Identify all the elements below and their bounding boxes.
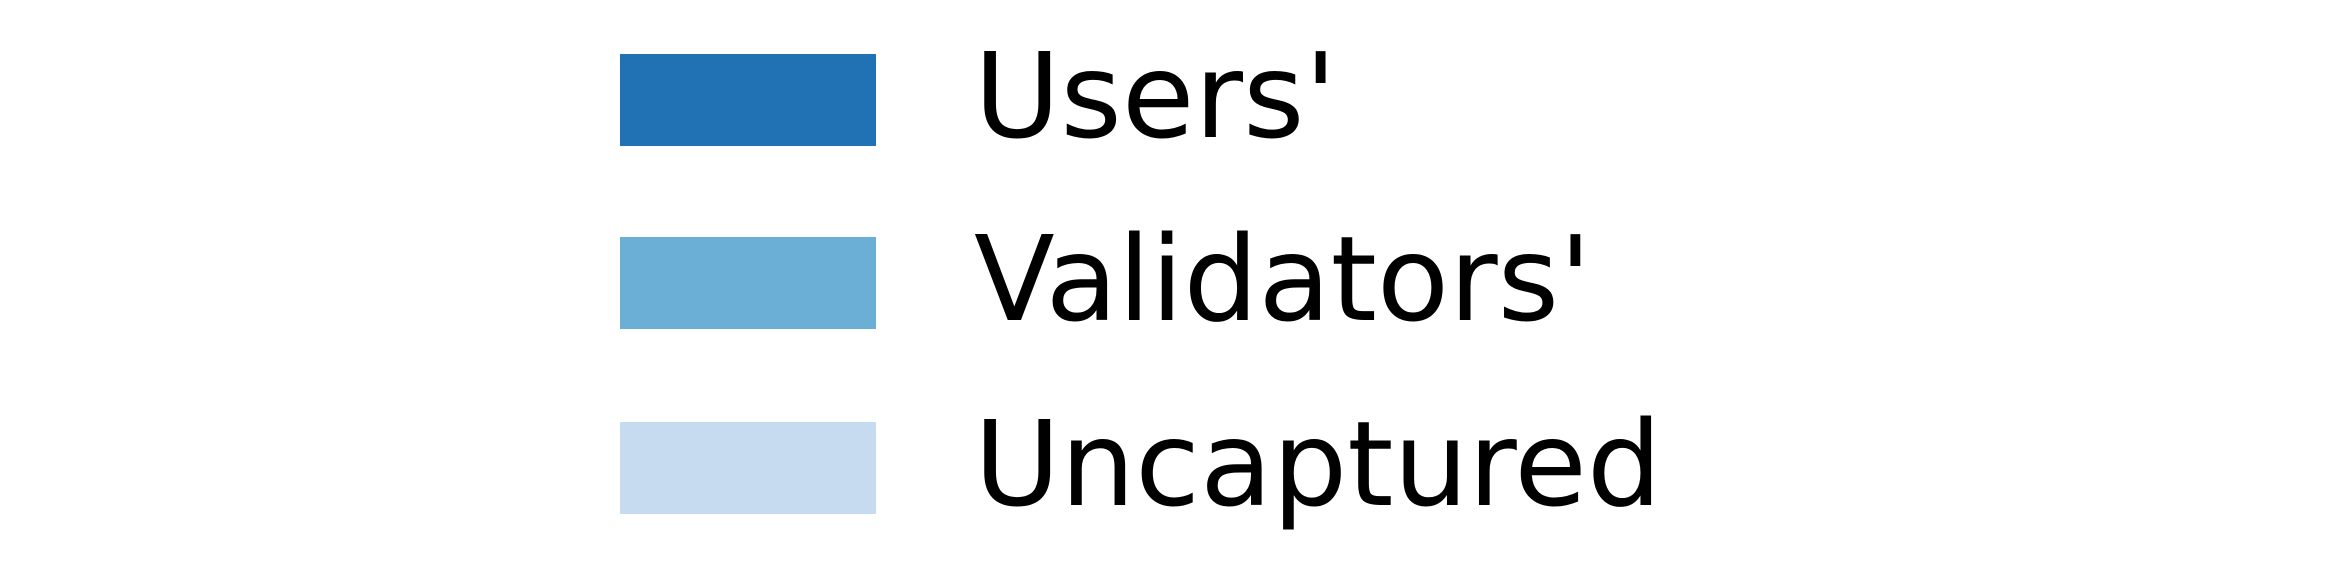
legend-entry-users: Users' bbox=[620, 37, 1337, 155]
legend-label-validators: Validators' bbox=[974, 210, 1592, 348]
legend-swatch-uncaptured bbox=[620, 422, 876, 514]
legend-entry-validators: Validators' bbox=[620, 220, 1592, 338]
legend-label-uncaptured: Uncaptured bbox=[974, 395, 1662, 533]
legend-entry-uncaptured: Uncaptured bbox=[620, 405, 1662, 523]
legend-swatch-users bbox=[620, 54, 876, 146]
legend-label-users: Users' bbox=[974, 27, 1337, 165]
legend-swatch-validators bbox=[620, 237, 876, 329]
